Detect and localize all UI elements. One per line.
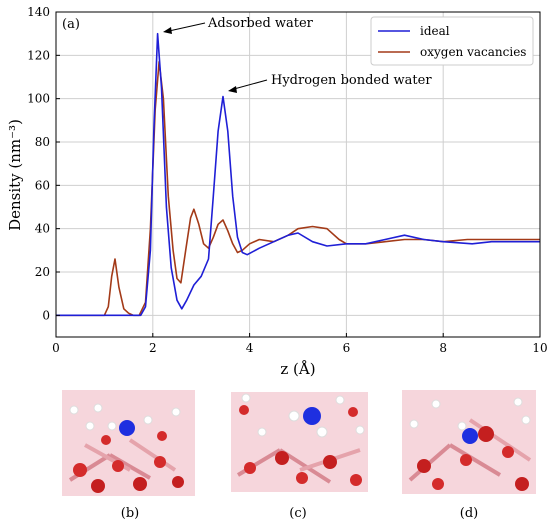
y-tick-label: 140 <box>27 5 50 19</box>
snapshot-b-atoms <box>68 403 184 493</box>
snapshot-panel-c <box>231 392 368 492</box>
plot-frame <box>55 11 541 338</box>
series-layer <box>56 32 540 317</box>
y-tick-label: 60 <box>35 178 50 192</box>
y-tick-label: 0 <box>42 308 50 322</box>
annotation-hbond-arrowhead <box>228 86 237 93</box>
legend: ideal oxygen vacancies <box>370 16 534 66</box>
y-tick-label: 100 <box>27 92 50 106</box>
snapshot-b-background <box>62 390 195 496</box>
y-axis-label: Density (nm⁻³) <box>6 119 24 231</box>
legend-box <box>370 16 534 66</box>
x-tick-label: 6 <box>343 341 351 355</box>
x-tick-label: 0 <box>52 341 60 355</box>
snapshot-panel-b <box>62 390 195 496</box>
x-tick-label: 10 <box>532 341 547 355</box>
series-line-ideal <box>56 32 540 317</box>
annotation-adsorbed-arrowhead <box>163 27 172 34</box>
x-tick-label: 2 <box>149 341 157 355</box>
snapshot-d-atoms <box>408 397 532 491</box>
y-tick-label: 40 <box>35 222 50 236</box>
panel-caption-c: (c) <box>289 506 306 521</box>
y-tick-label: 120 <box>27 48 50 62</box>
panel-caption-b: (b) <box>121 506 139 521</box>
snapshot-panel-d <box>402 390 536 494</box>
annotation-hbond-text: Hydrogen bonded water <box>271 73 432 88</box>
annotation-adsorbed-arrow <box>168 22 206 32</box>
annotation-adsorbed-text: Adsorbed water <box>207 16 314 31</box>
y-tick-label: 20 <box>35 265 50 279</box>
panel-label-a: (a) <box>62 17 80 32</box>
y-tick-label: 80 <box>35 135 50 149</box>
panel-caption-d: (d) <box>460 506 478 521</box>
annotation-hbond-arrow <box>233 79 268 90</box>
annotation-adsorbed: Adsorbed water <box>163 16 314 34</box>
x-tick-label: 4 <box>246 341 254 355</box>
legend-label-vacancies: oxygen vacancies <box>420 45 526 59</box>
annotation-hbond: Hydrogen bonded water <box>228 73 432 93</box>
x-axis-label: z (Å) <box>280 360 315 378</box>
snapshot-c-atoms <box>236 393 365 486</box>
legend-label-ideal: ideal <box>420 24 450 38</box>
x-tick-label: 8 <box>439 341 447 355</box>
